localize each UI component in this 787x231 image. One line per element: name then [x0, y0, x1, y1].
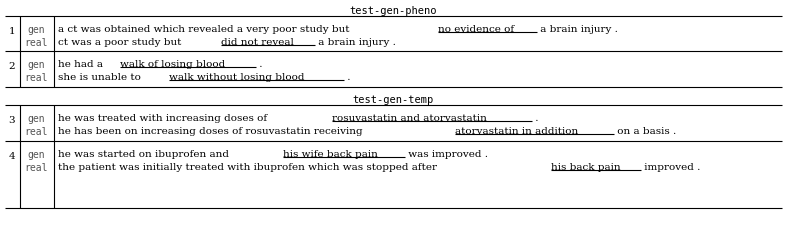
Text: .: .	[256, 60, 263, 69]
Text: on a basis .: on a basis .	[615, 126, 677, 135]
Text: walk without losing blood: walk without losing blood	[169, 73, 305, 82]
Text: he was started on ibuprofen and: he was started on ibuprofen and	[58, 149, 232, 158]
Text: rosuvastatin and atorvastatin: rosuvastatin and atorvastatin	[332, 113, 487, 122]
Text: .: .	[344, 73, 350, 82]
Text: the patient was initially treated with ibuprofen which was stopped after: the patient was initially treated with i…	[58, 162, 440, 171]
Text: did not reveal: did not reveal	[221, 38, 294, 47]
Text: real: real	[24, 38, 48, 48]
Text: .: .	[532, 113, 538, 122]
Text: gen: gen	[28, 149, 45, 159]
Text: walk of losing blood: walk of losing blood	[120, 60, 226, 69]
Text: real: real	[24, 126, 48, 137]
Text: he was treated with increasing doses of: he was treated with increasing doses of	[58, 113, 271, 122]
Text: a brain injury .: a brain injury .	[537, 25, 618, 34]
Text: atorvastatin in addition: atorvastatin in addition	[455, 126, 578, 135]
Text: real: real	[24, 162, 48, 172]
Text: test-gen-temp: test-gen-temp	[353, 94, 434, 105]
Text: gen: gen	[28, 113, 45, 123]
Text: 1: 1	[9, 27, 15, 36]
Text: gen: gen	[28, 25, 45, 35]
Text: his wife back pain: his wife back pain	[283, 149, 378, 158]
Text: a brain injury .: a brain injury .	[316, 38, 397, 47]
Text: test-gen-pheno: test-gen-pheno	[349, 6, 438, 16]
Text: ct was a poor study but: ct was a poor study but	[58, 38, 185, 47]
Text: 4: 4	[9, 151, 15, 160]
Text: he has been on increasing doses of rosuvastatin receiving: he has been on increasing doses of rosuv…	[58, 126, 366, 135]
Text: he had a: he had a	[58, 60, 106, 69]
Text: she is unable to: she is unable to	[58, 73, 144, 82]
Text: real: real	[24, 73, 48, 83]
Text: his back pain: his back pain	[551, 162, 621, 171]
Text: 2: 2	[9, 62, 15, 71]
Text: improved .: improved .	[641, 162, 700, 171]
Text: was improved .: was improved .	[405, 149, 488, 158]
Text: gen: gen	[28, 60, 45, 70]
Text: 3: 3	[9, 116, 15, 125]
Text: a ct was obtained which revealed a very poor study but: a ct was obtained which revealed a very …	[58, 25, 353, 34]
Text: no evidence of: no evidence of	[438, 25, 515, 34]
